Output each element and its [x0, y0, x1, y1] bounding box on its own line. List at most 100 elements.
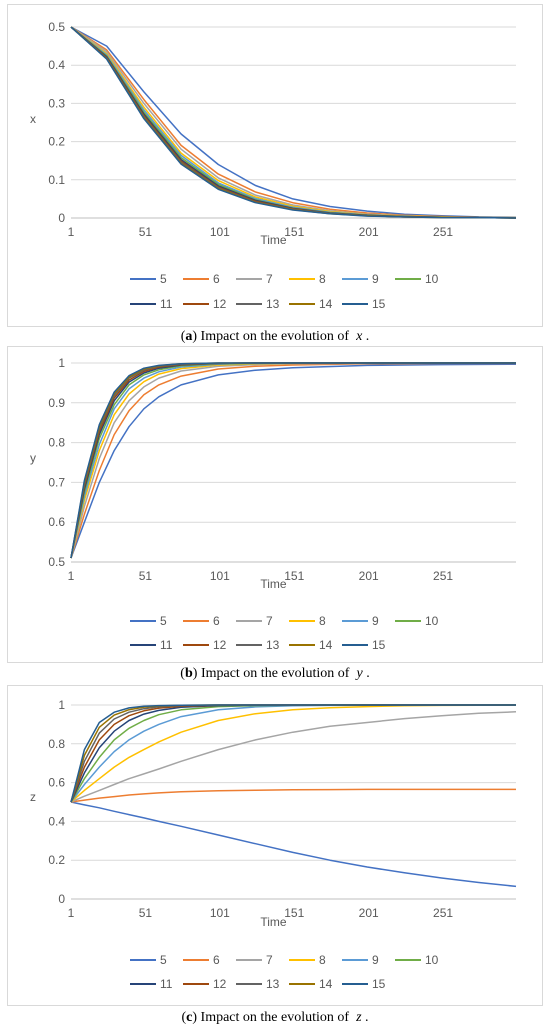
- series-line-7: [70, 362, 516, 559]
- y-tick-label: 0.8: [48, 737, 65, 751]
- legend-label: 8: [319, 614, 326, 628]
- y-tick-label: 0.6: [48, 776, 65, 790]
- legend-label: 10: [425, 272, 439, 286]
- legend-label: 13: [266, 977, 280, 991]
- y-tick-label: 0: [58, 892, 65, 906]
- y-axis-label: x: [30, 112, 36, 126]
- legend-label: 7: [266, 614, 273, 628]
- legend-label: 6: [213, 272, 220, 286]
- legend-label: 13: [266, 297, 280, 311]
- x-tick-label: 151: [284, 569, 304, 583]
- series-line-5: [70, 363, 517, 559]
- series-line-13: [70, 26, 517, 219]
- x-tick-label: 1: [68, 569, 75, 583]
- series-line-5: [70, 801, 517, 888]
- legend-label: 10: [425, 953, 439, 967]
- legend-label: 11: [160, 638, 173, 652]
- y-tick-label: 0.6: [48, 515, 65, 529]
- caption-c: (c) Impact on the evolution of z .: [181, 1010, 369, 1025]
- y-tick-label: 0.7: [48, 475, 65, 489]
- y-tick-label: 0.2: [48, 135, 65, 149]
- caption-b: (b) Impact on the evolution of y .: [180, 666, 370, 681]
- chart-panel-y: 0.5 0.6 0.7 0.8 0.9 1 1 51 101 151 201 251 Time y 5 6 7 8…: [7, 346, 543, 663]
- series-line-8: [70, 704, 517, 803]
- x-tick-label: 201: [359, 225, 379, 239]
- x-tick-label: 151: [284, 225, 304, 239]
- legend-label: 13: [266, 638, 280, 652]
- x-tick-label: 51: [139, 569, 153, 583]
- x-axis-label: Time: [260, 233, 287, 247]
- y-tick-label: 0.9: [48, 396, 65, 410]
- x-tick-label: 1: [68, 906, 75, 920]
- series-line-12: [70, 26, 517, 219]
- series-line-11: [70, 26, 517, 219]
- legend-label: 7: [266, 953, 273, 967]
- series-line-5: [70, 26, 517, 218]
- legend-label: 9: [372, 614, 379, 628]
- legend-label: 14: [319, 977, 333, 991]
- legend-label: 12: [213, 297, 227, 311]
- legend-label: 15: [372, 977, 386, 991]
- series-line-10: [70, 26, 517, 219]
- legend-label: 5: [160, 272, 167, 286]
- legend-label: 12: [213, 977, 227, 991]
- legend-label: 5: [160, 614, 167, 628]
- legend-label: 7: [266, 272, 273, 286]
- legend-label: 6: [213, 614, 220, 628]
- x-tick-label: 1: [68, 225, 75, 239]
- y-tick-label: 0.5: [48, 555, 65, 569]
- series-line-8: [70, 26, 516, 219]
- legend-label: 9: [372, 953, 379, 967]
- caption-a: (a) Impact on the evolution of x .: [180, 329, 370, 344]
- legend-label: 11: [160, 977, 173, 991]
- x-tick-label: 101: [210, 906, 230, 920]
- series-line-14: [70, 26, 517, 219]
- x-tick-label: 201: [359, 906, 379, 920]
- x-tick-label: 101: [210, 569, 230, 583]
- y-tick-label: 0.3: [48, 96, 65, 110]
- series-line-7: [70, 26, 517, 219]
- series-line-9: [70, 26, 516, 219]
- x-axis-label: Time: [260, 915, 287, 929]
- x-tick-label: 251: [433, 225, 453, 239]
- x-tick-label: 201: [359, 569, 379, 583]
- legend-label: 11: [160, 297, 173, 311]
- series-line-15: [70, 26, 517, 219]
- x-tick-label: 101: [210, 225, 230, 239]
- x-tick-label: 151: [284, 906, 304, 920]
- y-tick-label: 1: [58, 698, 65, 712]
- x-tick-label: 51: [139, 225, 153, 239]
- legend-label: 14: [319, 297, 333, 311]
- legend-label: 15: [372, 638, 386, 652]
- y-tick-label: 0.5: [48, 20, 65, 34]
- y-tick-label: 0.1: [48, 173, 65, 187]
- series-line-15: [70, 704, 516, 803]
- series-line-15: [70, 362, 516, 559]
- legend-label: 8: [319, 272, 326, 286]
- series-line-6: [70, 26, 517, 219]
- y-tick-label: 0: [58, 211, 65, 225]
- legend-label: 10: [425, 614, 439, 628]
- y-axis-label: y: [30, 451, 36, 465]
- legend-label: 5: [160, 953, 167, 967]
- series-line-6: [70, 788, 516, 803]
- legend-label: 6: [213, 953, 220, 967]
- chart-panel-z: 0 0.2 0.4 0.6 0.8 1 1 51 101 151 201 251 Time z 5 6 7 8 9 1…: [7, 685, 543, 1006]
- y-tick-label: 0.2: [48, 853, 65, 867]
- legend-label: 15: [372, 297, 386, 311]
- x-tick-label: 251: [433, 906, 453, 920]
- y-tick-label: 1: [58, 356, 65, 370]
- y-tick-label: 0.4: [48, 814, 65, 828]
- y-tick-label: 0.8: [48, 436, 65, 450]
- y-tick-label: 0.4: [48, 58, 65, 72]
- legend-label: 12: [213, 638, 227, 652]
- y-axis-label: z: [30, 790, 36, 804]
- legend-label: 8: [319, 953, 326, 967]
- legend-label: 9: [372, 272, 379, 286]
- legend-label: 14: [319, 638, 333, 652]
- series-line-7: [70, 711, 517, 803]
- x-tick-label: 251: [433, 569, 453, 583]
